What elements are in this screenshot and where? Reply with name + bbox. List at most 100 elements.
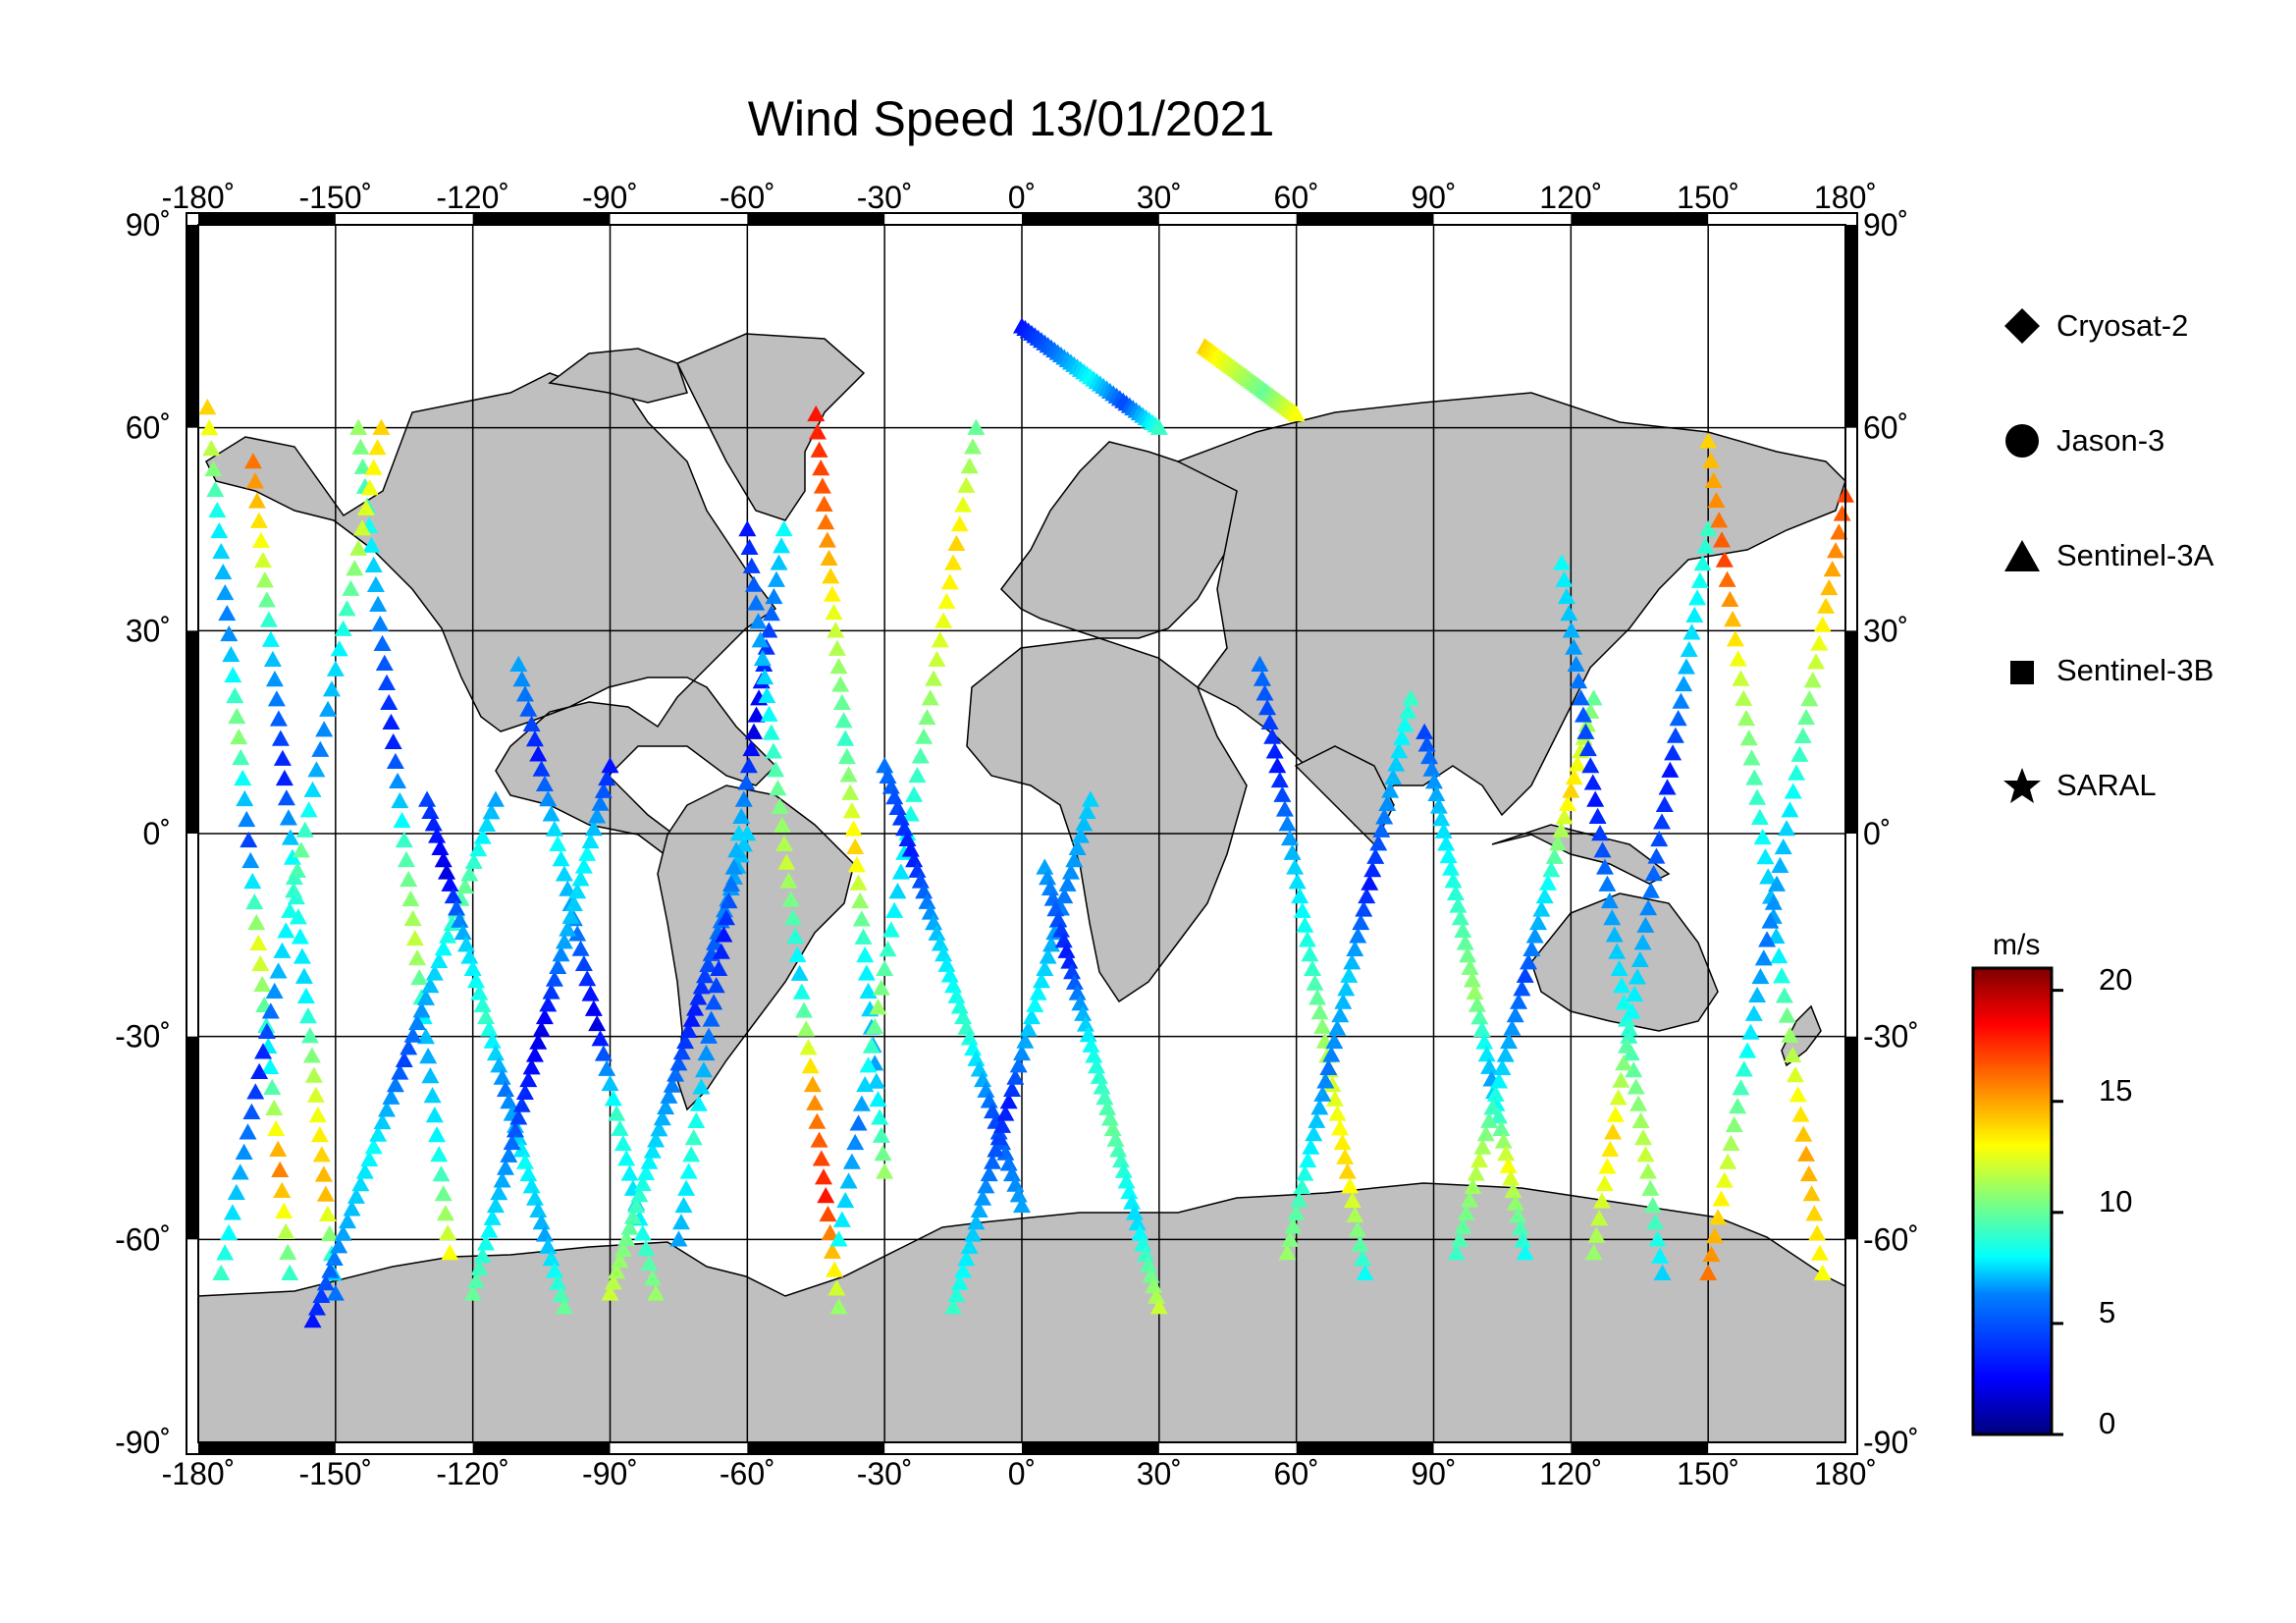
wind-point — [292, 841, 310, 858]
wind-point — [1290, 1191, 1308, 1208]
wind-point — [364, 459, 383, 475]
wind-point — [1467, 1164, 1485, 1181]
wind-point — [430, 1146, 449, 1163]
wind-point — [1609, 1089, 1628, 1106]
wind-point — [1701, 452, 1720, 468]
wind-point — [598, 1059, 616, 1076]
colorbar-tick-label: 15 — [2099, 1073, 2133, 1108]
wind-point — [571, 870, 590, 887]
wind-point — [434, 851, 453, 868]
wind-point — [322, 680, 341, 697]
wind-point — [1429, 797, 1448, 814]
legend-label-saral: SARAL — [2056, 768, 2157, 802]
wind-point — [1302, 1138, 1320, 1155]
wind-point — [679, 1163, 698, 1179]
wind-point — [1057, 942, 1076, 958]
wind-point — [1600, 892, 1619, 909]
wind-point — [1705, 1227, 1724, 1244]
wind-point — [1754, 949, 1773, 966]
wind-point — [364, 556, 383, 572]
wind-point — [640, 1254, 659, 1271]
wind-point — [525, 730, 544, 747]
wind-point — [931, 935, 949, 951]
wind-point — [486, 1196, 505, 1214]
wind-point — [1396, 716, 1415, 732]
wind-point — [660, 1087, 678, 1104]
wind-point — [831, 676, 850, 692]
wind-point — [298, 1007, 317, 1024]
wind-point — [493, 1171, 511, 1188]
wind-point — [815, 495, 833, 512]
wind-point — [1813, 616, 1832, 632]
wind-point — [500, 1146, 518, 1163]
wind-point — [1802, 1185, 1821, 1202]
wind-point — [364, 1138, 383, 1155]
wind-point — [689, 1095, 708, 1111]
wind-point — [1058, 875, 1077, 892]
wind-point — [318, 1205, 337, 1221]
wind-point — [950, 1273, 969, 1290]
wind-point — [496, 1159, 514, 1175]
wind-point — [1770, 947, 1789, 964]
wind-point — [1026, 996, 1044, 1012]
wind-point — [876, 959, 894, 976]
wind-point — [418, 790, 437, 807]
wind-point — [1451, 909, 1469, 926]
wind-point — [769, 780, 787, 796]
wind-point — [908, 861, 927, 878]
wind-point — [1615, 1055, 1633, 1071]
wind-point — [448, 899, 466, 916]
wind-point — [1641, 882, 1660, 898]
wind-point — [1074, 1004, 1093, 1021]
wind-point — [232, 748, 250, 766]
lon-tick-label-bottom: -150˚ — [298, 1456, 372, 1491]
wind-point — [529, 1201, 548, 1218]
wind-point — [259, 611, 278, 627]
colorbar-tick-label: 20 — [2099, 962, 2133, 997]
wind-point — [872, 1126, 890, 1143]
wind-point — [416, 989, 435, 1005]
wind-point — [901, 840, 920, 857]
wind-point — [1063, 963, 1082, 980]
wind-point — [1578, 739, 1597, 757]
graticule — [198, 225, 1845, 1442]
wind-point — [1060, 952, 1079, 969]
wind-point — [751, 631, 770, 648]
wind-point — [819, 1205, 837, 1222]
wind-point — [1402, 689, 1420, 706]
lat-tick-label-right: 60˚ — [1863, 410, 1908, 446]
wind-point — [1258, 699, 1277, 716]
wind-point — [261, 630, 280, 647]
wind-point — [960, 1029, 979, 1046]
wind-point — [836, 730, 855, 746]
wind-point — [226, 686, 244, 704]
wind-point — [954, 1007, 973, 1025]
wind-point — [1557, 587, 1575, 605]
wind-point — [1664, 744, 1682, 761]
wind-point — [261, 1002, 280, 1019]
wind-point — [555, 1298, 573, 1315]
wind-point — [1513, 980, 1531, 997]
wind-point — [1424, 773, 1443, 789]
wind-point — [669, 1230, 688, 1247]
wind-point — [869, 999, 887, 1015]
wind-point — [342, 579, 360, 596]
wind-point — [1514, 1231, 1532, 1248]
wind-point — [1461, 958, 1479, 975]
wind-point — [777, 853, 796, 870]
wind-point — [1704, 471, 1723, 488]
wind-point — [432, 1165, 451, 1182]
wind-point — [1605, 926, 1624, 943]
wind-point — [1468, 996, 1486, 1012]
star-icon — [2002, 766, 2042, 805]
wind-point — [1516, 966, 1534, 983]
wind-point — [1032, 972, 1050, 989]
wind-point — [1745, 769, 1764, 785]
wind-point — [291, 928, 309, 945]
wind-point — [320, 1224, 339, 1242]
wind-point — [767, 761, 785, 778]
wind-point — [1265, 742, 1284, 759]
wind-point — [756, 668, 774, 685]
frame-bar — [747, 1442, 885, 1454]
wind-point — [249, 934, 268, 951]
